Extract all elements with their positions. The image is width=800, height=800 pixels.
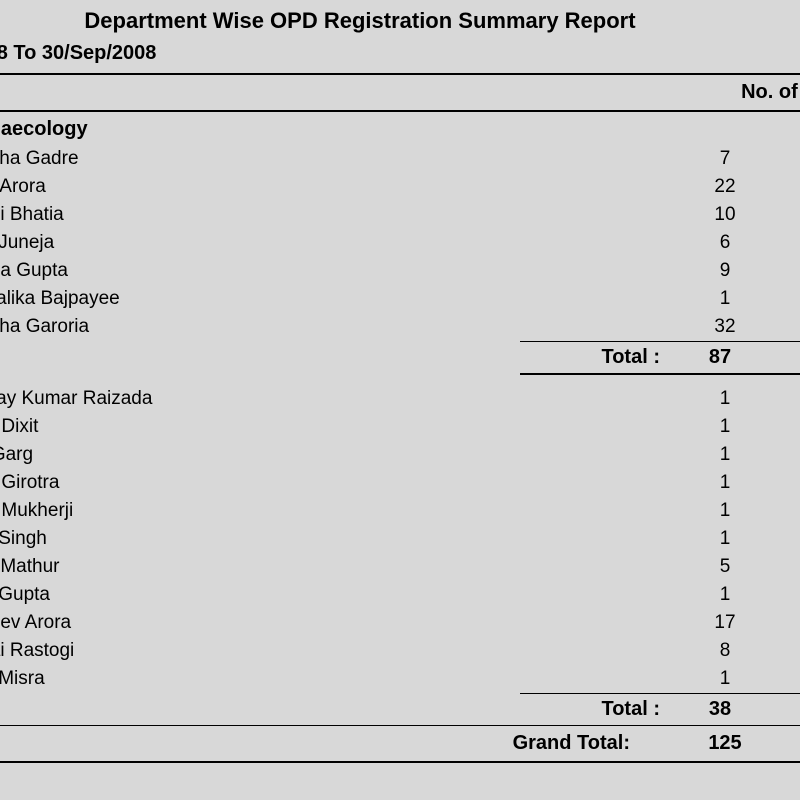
- doctor-row: op Mukherji 1: [0, 497, 800, 525]
- patient-count: 1: [670, 388, 780, 410]
- doctor-name: jana Gupta: [0, 260, 68, 282]
- dept-total-section: Total : 87: [520, 341, 800, 375]
- doctor-row: bhay Kumar Raizada 1: [0, 385, 800, 413]
- doctor-row: K. Singh 1: [0, 525, 800, 553]
- doctor-row: ok Mathur 5: [0, 553, 800, 581]
- header-patients: No. of Pati: [741, 81, 800, 104]
- doctor-row: K. Juneja 6: [0, 229, 800, 257]
- patient-count: 9: [670, 260, 780, 282]
- patient-count: 1: [670, 668, 780, 690]
- report-title: Department Wise OPD Registration Summary…: [0, 8, 800, 34]
- doctor-row: nisha Gadre 7: [0, 145, 800, 173]
- doctor-row: njai Rastogi 8: [0, 637, 800, 665]
- total-value: 87: [660, 346, 770, 369]
- patient-count: 1: [670, 500, 780, 522]
- department-name: Gynaecology: [0, 112, 800, 145]
- patient-count: 22: [670, 176, 780, 198]
- dept-total-section: Total : 38: [0, 693, 800, 725]
- patient-count: 1: [670, 444, 780, 466]
- patient-count: 32: [670, 316, 780, 338]
- doctor-name: njeev Arora: [0, 612, 71, 634]
- divider: [0, 761, 800, 763]
- dept-2: bhay Kumar Raizada 1 un Dixit 1 ri Garg …: [0, 385, 800, 763]
- doctor-name: ri Garg: [0, 444, 33, 466]
- doctor-row: nbalika Bajpayee 1: [0, 285, 800, 313]
- doctor-name: un Dixit: [0, 416, 38, 438]
- total-label: Total :: [520, 698, 660, 721]
- doctor-row: ita Arora 22: [0, 173, 800, 201]
- doctor-row: njeev Arora 17: [0, 609, 800, 637]
- patient-count: 1: [670, 528, 780, 550]
- doctor-name: M. Girotra: [0, 472, 59, 494]
- grand-total-label: Grand Total:: [513, 732, 630, 755]
- grand-total-section: Grand Total: 125: [0, 725, 800, 763]
- patient-count: 5: [670, 556, 780, 578]
- patient-count: 6: [670, 232, 780, 254]
- dept-total-row: Total : 87: [520, 342, 800, 373]
- grand-total-value: 125: [670, 732, 780, 755]
- doctor-name: bhay Kumar Raizada: [0, 388, 152, 410]
- patient-count: 1: [670, 584, 780, 606]
- doctor-name: K. Juneja: [0, 232, 54, 254]
- patient-count: 1: [670, 472, 780, 494]
- patient-count: 10: [670, 204, 780, 226]
- dept-total-row: Total : 38: [520, 694, 800, 725]
- doctor-row: hini Bhatia 10: [0, 201, 800, 229]
- doctor-name: jiv Misra: [0, 668, 45, 690]
- doctor-name: op Mukherji: [0, 500, 73, 522]
- doctor-name: hini Bhatia: [0, 204, 64, 226]
- doctor-row: jiv Misra 1: [0, 665, 800, 693]
- report-container: Department Wise OPD Registration Summary…: [0, 0, 800, 800]
- doctor-row: nisha Garoria 32: [0, 313, 800, 341]
- doctor-name: ita Arora: [0, 176, 46, 198]
- patient-count: 17: [670, 612, 780, 634]
- divider: [520, 373, 800, 375]
- doctor-row: jana Gupta 9: [0, 257, 800, 285]
- doctor-name: nisha Garoria: [0, 316, 89, 338]
- doctor-name: nisha Gadre: [0, 148, 79, 170]
- doctor-row: ri Garg 1: [0, 441, 800, 469]
- date-range: r/2008 To 30/Sep/2008: [0, 42, 800, 65]
- patient-count: 1: [670, 416, 780, 438]
- total-value: 38: [660, 698, 770, 721]
- total-label: Total :: [520, 346, 660, 369]
- doctor-name: ok Mathur: [0, 556, 59, 578]
- patient-count: 1: [670, 288, 780, 310]
- grand-total-row: Grand Total: 125: [0, 726, 800, 761]
- doctor-name: S. Gupta: [0, 584, 50, 606]
- patient-count: 8: [670, 640, 780, 662]
- doctor-name: njai Rastogi: [0, 640, 74, 662]
- doctor-name: K. Singh: [0, 528, 47, 550]
- column-header-row: r No. of Pati: [0, 75, 800, 110]
- doctor-row: un Dixit 1: [0, 413, 800, 441]
- patient-count: 7: [670, 148, 780, 170]
- doctor-row: M. Girotra 1: [0, 469, 800, 497]
- doctor-row: S. Gupta 1: [0, 581, 800, 609]
- doctor-name: nbalika Bajpayee: [0, 288, 120, 310]
